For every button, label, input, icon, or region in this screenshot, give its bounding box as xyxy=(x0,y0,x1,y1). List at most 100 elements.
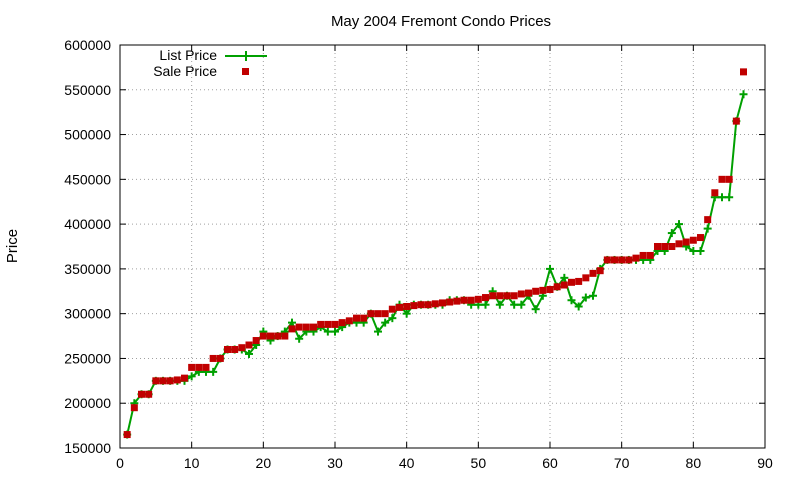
sale-price-point xyxy=(424,301,432,309)
sale-price-point xyxy=(517,290,525,298)
sale-price-point xyxy=(281,332,289,340)
sale-price-point xyxy=(431,300,439,308)
sale-price-point xyxy=(152,377,160,385)
sale-price-point xyxy=(166,377,174,385)
y-tick-label: 250000 xyxy=(64,350,111,366)
list-price-point xyxy=(331,327,339,336)
chart-title: May 2004 Fremont Condo Prices xyxy=(331,13,551,30)
sale-price-point xyxy=(381,310,389,318)
legend-marker-list-price xyxy=(241,51,251,61)
list-price-point xyxy=(531,305,540,314)
sale-price-point xyxy=(238,344,246,352)
sale-price-point xyxy=(675,240,683,248)
list-price-point xyxy=(288,318,296,327)
sale-price-point xyxy=(467,296,475,304)
sale-price-point xyxy=(216,354,224,362)
sale-price-point xyxy=(460,296,468,304)
sale-price-point xyxy=(589,269,597,277)
legend: List Price Sale Price xyxy=(153,47,267,79)
list-price-point xyxy=(739,90,748,99)
x-tick-label: 70 xyxy=(614,455,630,471)
x-tick-label: 50 xyxy=(471,455,487,471)
sale-price-point xyxy=(510,292,518,300)
list-price-point xyxy=(481,300,490,309)
y-axis: 150000 200000 250000 300000 350000 400000 4500… xyxy=(64,37,765,456)
sale-price-point xyxy=(704,216,712,224)
sale-price-point xyxy=(539,286,547,294)
x-tick-label: 10 xyxy=(184,455,200,471)
x-tick-label: 90 xyxy=(757,455,773,471)
sale-price-point xyxy=(388,305,396,313)
sale-price-point xyxy=(195,363,203,371)
grid xyxy=(120,45,765,448)
list-price-point xyxy=(187,372,196,381)
list-price-point xyxy=(689,246,698,255)
sale-price-point xyxy=(689,236,697,244)
sale-price-point xyxy=(482,294,489,302)
list-price-point xyxy=(581,293,590,302)
x-tick-label: 60 xyxy=(542,455,558,471)
sale-price-point xyxy=(718,175,726,183)
list-price-point xyxy=(209,367,218,376)
sale-price-point xyxy=(711,189,719,197)
x-tick-label: 80 xyxy=(686,455,702,471)
list-price-point xyxy=(510,300,519,309)
list-price-point xyxy=(517,300,526,309)
x-tick-label: 30 xyxy=(327,455,343,471)
y-tick-label: 350000 xyxy=(64,261,111,277)
sale-price-point xyxy=(188,363,196,371)
sale-price-point xyxy=(202,363,210,371)
sale-price-point xyxy=(374,310,382,318)
sale-price-point xyxy=(130,404,138,412)
sale-price-point xyxy=(417,301,425,309)
sale-price-point xyxy=(331,320,339,328)
sale-price-point xyxy=(317,320,325,328)
y-tick-label: 300000 xyxy=(64,306,111,322)
sale-price-point xyxy=(138,390,145,398)
x-tick-label: 40 xyxy=(399,455,415,471)
sale-price-point xyxy=(267,332,274,340)
y-tick-label: 600000 xyxy=(64,37,111,53)
list-price-point xyxy=(402,309,411,318)
sale-price-point xyxy=(231,345,239,353)
sale-price-point xyxy=(324,320,332,328)
sale-price-point xyxy=(345,317,353,325)
legend-label-sale-price: Sale Price xyxy=(153,63,217,79)
y-tick-label: 150000 xyxy=(64,440,111,456)
sale-price-point xyxy=(259,332,267,340)
sale-price-point xyxy=(453,297,461,305)
list-price-point xyxy=(323,327,332,336)
x-tick-label: 0 xyxy=(116,455,124,471)
list-price-point xyxy=(495,300,504,309)
y-tick-label: 200000 xyxy=(64,395,111,411)
sale-price-point xyxy=(639,251,647,259)
list-price-point xyxy=(675,220,683,229)
y-tick-label: 450000 xyxy=(64,171,111,187)
sale-price-point xyxy=(603,256,611,264)
list-price-point xyxy=(567,296,576,305)
x-axis: 0 10 20 30 40 50 60 70 80 90 xyxy=(116,45,773,471)
sale-price-point xyxy=(732,117,740,125)
sale-price-point xyxy=(582,274,590,282)
sale-price-point xyxy=(682,238,690,246)
sale-price-point xyxy=(575,277,583,285)
list-price-point xyxy=(295,334,304,343)
sale-price-point xyxy=(439,299,446,307)
sale-price-point xyxy=(338,319,346,327)
sale-price-point xyxy=(553,283,561,291)
sale-price-point xyxy=(568,278,575,286)
sale-price-point xyxy=(123,431,131,439)
plot-frame xyxy=(119,44,766,449)
sale-price-point xyxy=(159,377,167,385)
list-price-point xyxy=(667,229,676,238)
sale-price-point xyxy=(310,323,317,331)
series-line-list-price xyxy=(126,94,745,435)
sale-price-point xyxy=(489,292,497,300)
sale-price-point xyxy=(274,332,282,340)
y-axis-label: Price xyxy=(4,229,21,263)
sale-price-point xyxy=(532,287,540,295)
y-tick-label: 400000 xyxy=(64,216,111,232)
list-price-point xyxy=(560,273,569,282)
sale-price-point xyxy=(252,337,260,345)
